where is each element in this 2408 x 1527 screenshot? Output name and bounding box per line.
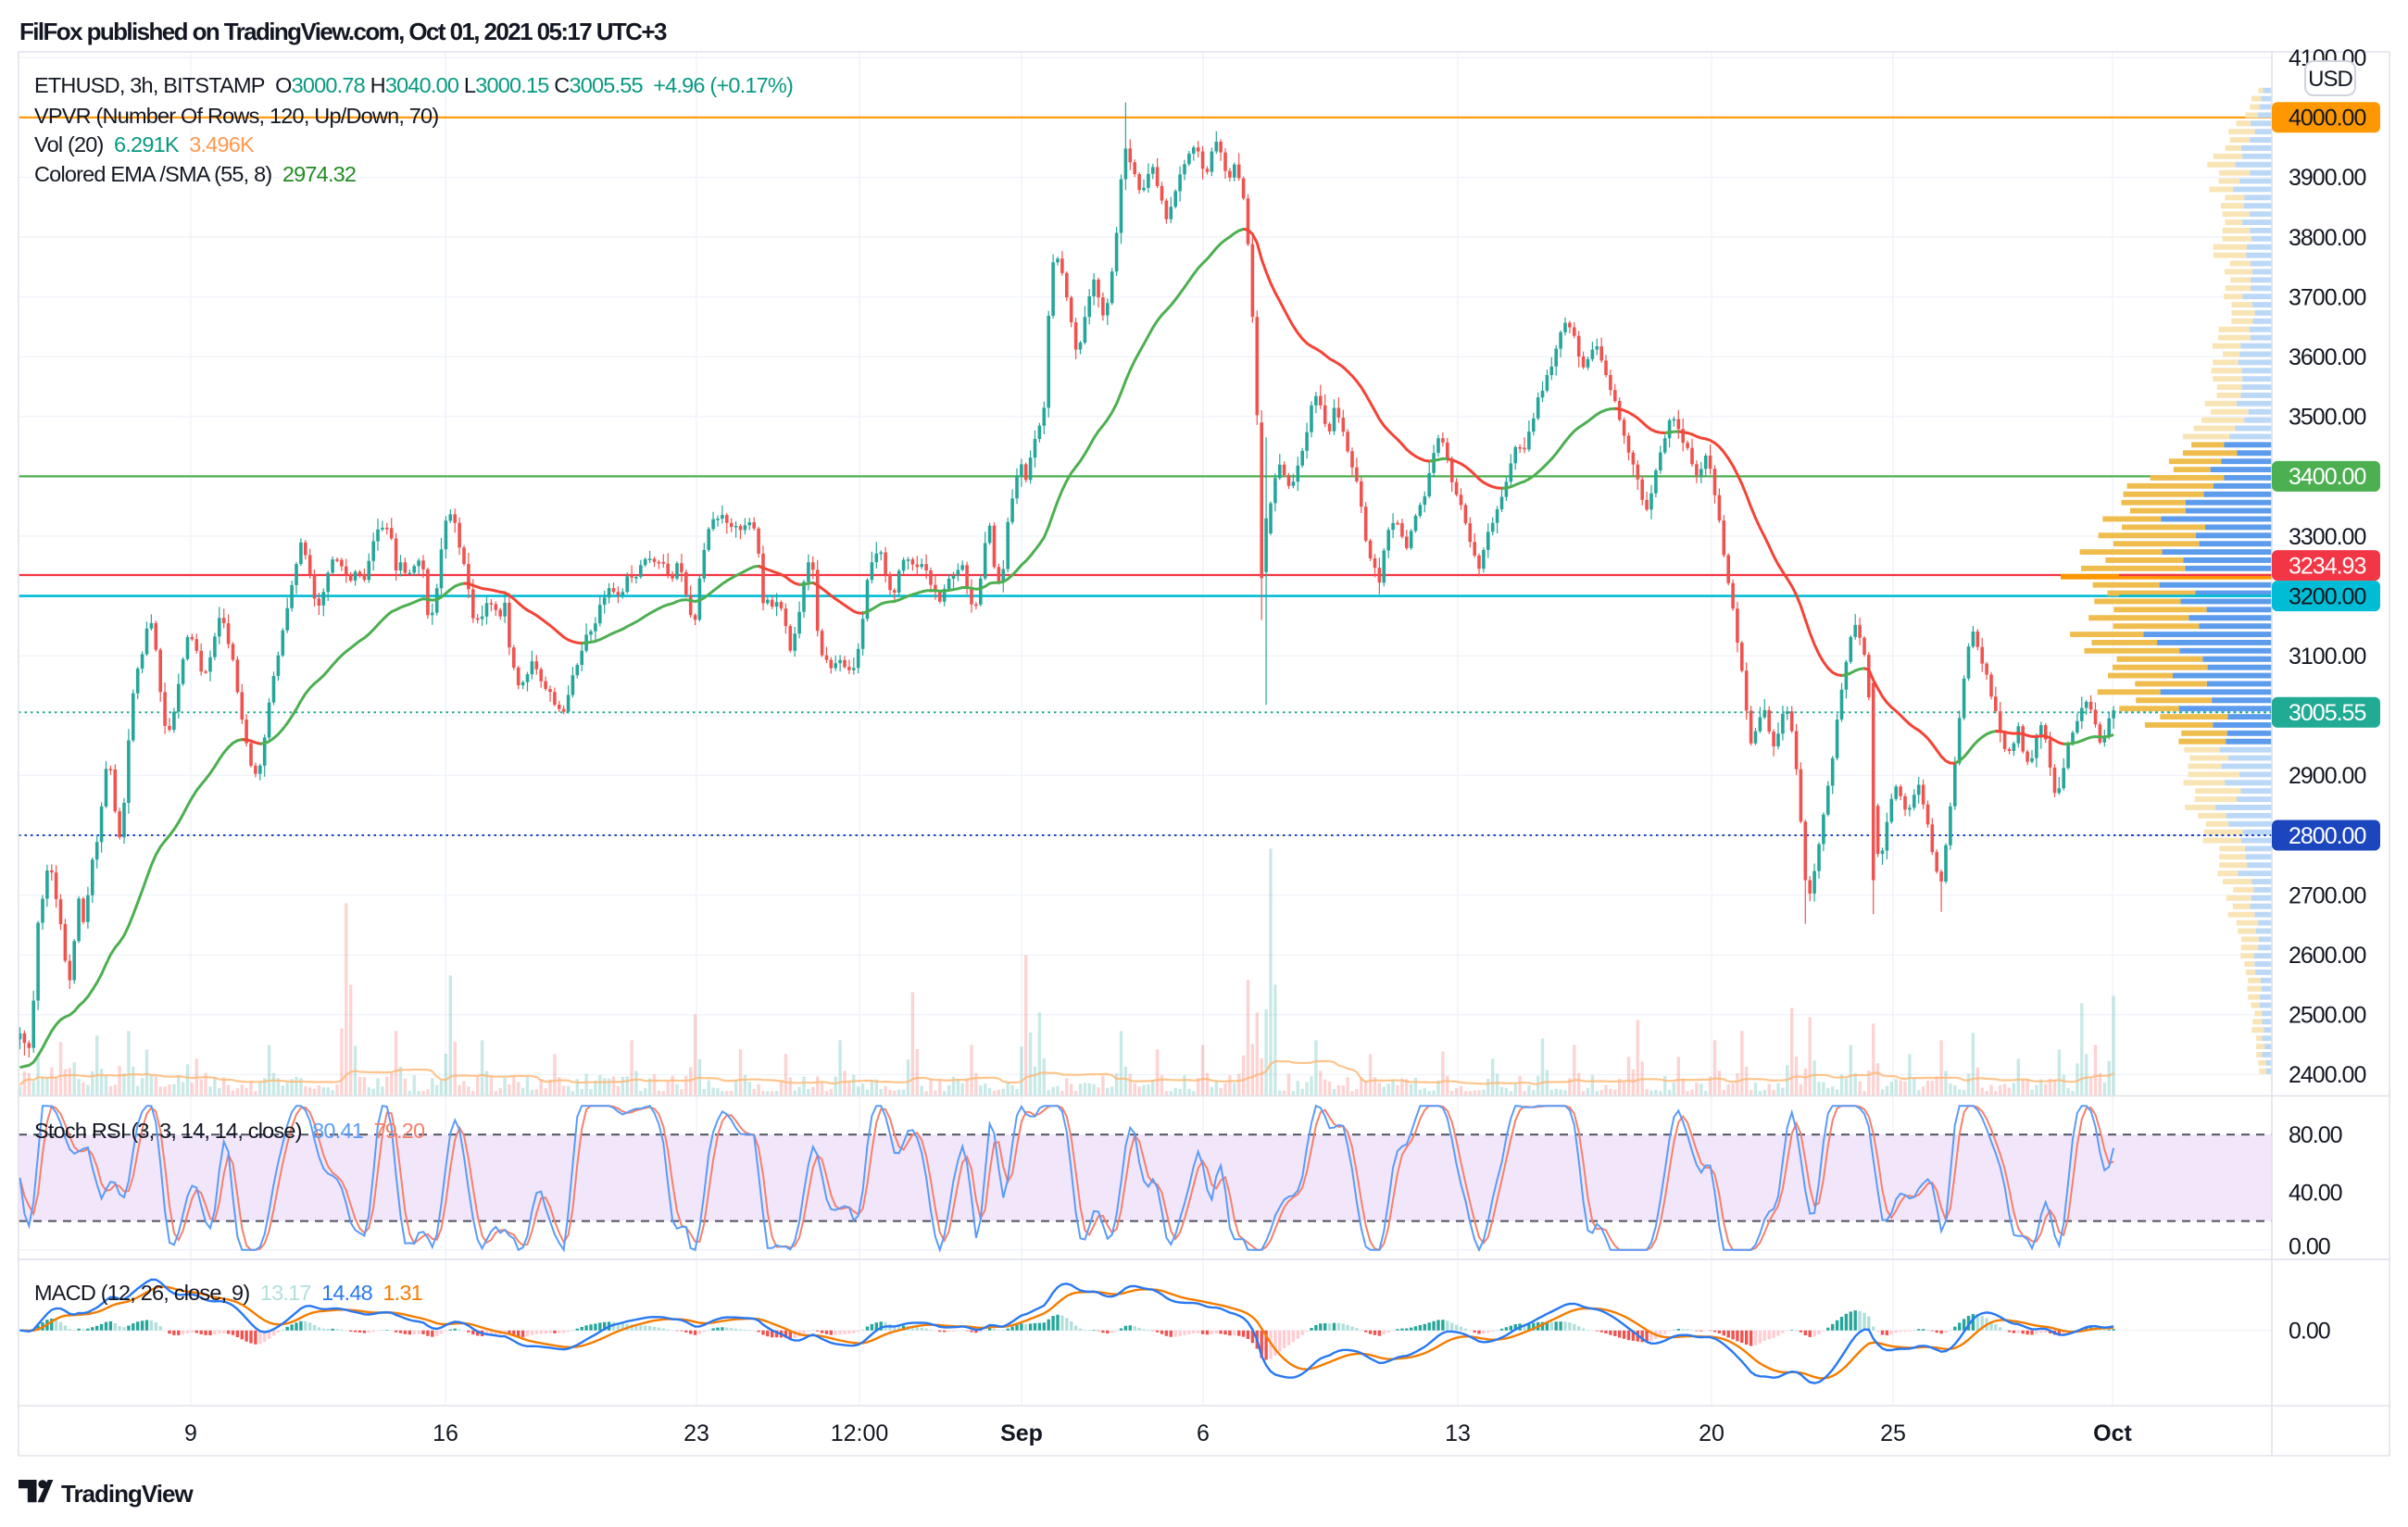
svg-text:0.00: 0.00 — [2289, 1319, 2330, 1345]
svg-text:9: 9 — [184, 1421, 197, 1446]
svg-text:VPVR (Number Of Rows, 120, Up/: VPVR (Number Of Rows, 120, Up/Down, 70) — [34, 104, 438, 128]
svg-text:FilFox published on TradingVie: FilFox published on TradingView.com, Oct… — [19, 18, 667, 45]
svg-text:MACD (12, 26, close, 9) 13.17: MACD (12, 26, close, 9) 13.17 14.48 1.31 — [34, 1281, 422, 1305]
svg-text:2800.00: 2800.00 — [2289, 823, 2365, 849]
svg-text:3400.00: 3400.00 — [2289, 464, 2365, 490]
svg-text:Colored EMA /SMA (55, 8) 2974: Colored EMA /SMA (55, 8) 2974.32 — [34, 162, 356, 186]
svg-text:Vol (20) 6.291K 3.496K: Vol (20) 6.291K 3.496K — [34, 132, 255, 156]
svg-text:TradingView: TradingView — [61, 1480, 194, 1508]
svg-text:Stoch RSI (3, 3, 14, 14, close: Stoch RSI (3, 3, 14, 14, close) 80.41 79… — [34, 1119, 425, 1143]
svg-text:3300.00: 3300.00 — [2289, 524, 2365, 550]
svg-text:2900.00: 2900.00 — [2289, 763, 2365, 789]
svg-text:2600.00: 2600.00 — [2289, 943, 2365, 969]
svg-text:0.00: 0.00 — [2289, 1234, 2330, 1260]
svg-text:ETHUSD, 3h, BITSTAMP O3000.78: ETHUSD, 3h, BITSTAMP O3000.78 H3040.00 L… — [34, 73, 793, 97]
svg-text:3700.00: 3700.00 — [2289, 284, 2365, 310]
svg-text:3600.00: 3600.00 — [2289, 344, 2365, 370]
svg-text:4000.00: 4000.00 — [2289, 106, 2365, 131]
svg-text:16: 16 — [433, 1421, 458, 1446]
svg-text:40.00: 40.00 — [2289, 1180, 2342, 1206]
svg-text:2700.00: 2700.00 — [2289, 882, 2365, 908]
svg-text:3005.55: 3005.55 — [2289, 700, 2365, 726]
svg-text:80.00: 80.00 — [2289, 1122, 2342, 1148]
svg-text:12:00: 12:00 — [831, 1421, 889, 1446]
svg-text:3900.00: 3900.00 — [2289, 165, 2365, 191]
svg-text:USD: USD — [2308, 67, 2352, 92]
svg-text:2400.00: 2400.00 — [2289, 1062, 2365, 1088]
svg-text:20: 20 — [1699, 1421, 1724, 1446]
svg-text:3234.93: 3234.93 — [2289, 553, 2365, 579]
svg-text:23: 23 — [684, 1421, 709, 1446]
svg-text:25: 25 — [1880, 1421, 1906, 1446]
svg-text:Sep: Sep — [1000, 1421, 1043, 1446]
svg-text:3800.00: 3800.00 — [2289, 225, 2365, 251]
svg-text:13: 13 — [1445, 1421, 1471, 1446]
svg-text:6: 6 — [1197, 1421, 1210, 1446]
svg-text:Oct: Oct — [2093, 1421, 2132, 1446]
svg-text:2500.00: 2500.00 — [2289, 1003, 2365, 1029]
svg-text:3100.00: 3100.00 — [2289, 644, 2365, 670]
svg-text:3500.00: 3500.00 — [2289, 405, 2365, 431]
svg-text:3200.00: 3200.00 — [2289, 583, 2365, 609]
